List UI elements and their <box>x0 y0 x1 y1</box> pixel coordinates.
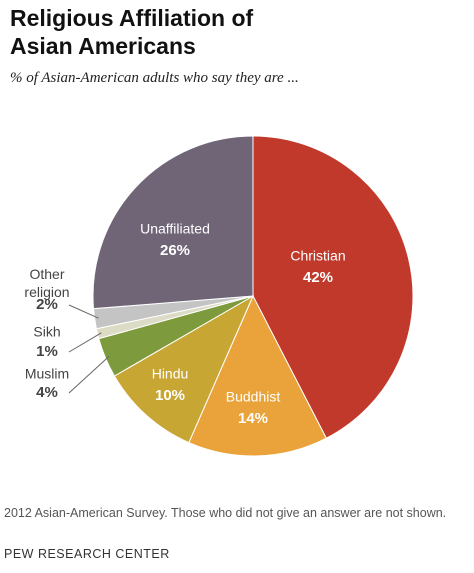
value-label: 14% <box>238 410 268 427</box>
value-label: 2% <box>36 296 58 313</box>
value-label: 4% <box>36 384 58 401</box>
note: 2012 Asian-American Survey. Those who di… <box>4 506 447 520</box>
slice-label: Other religion <box>24 266 70 300</box>
chart-title: Religious Affiliation of Asian Americans <box>10 5 254 59</box>
pie-slice <box>92 135 254 310</box>
pie-slice <box>113 294 255 444</box>
pie-slice <box>188 294 327 457</box>
chart-subtitle: % of Asian-American adults who say they … <box>10 70 299 86</box>
leader-line <box>68 304 99 319</box>
leader-line <box>68 355 110 394</box>
slice-label: Buddhist <box>226 389 281 405</box>
slice-label: Christian <box>290 248 345 264</box>
slice-label: Sikh <box>33 324 60 340</box>
pie-slice <box>252 135 414 439</box>
slice-label: Muslim <box>25 366 69 382</box>
value-label: 42% <box>303 269 333 286</box>
value-label: 1% <box>36 343 58 360</box>
value-label: 10% <box>155 387 185 404</box>
slice-label: Unaffiliated <box>140 221 210 237</box>
slice-label: Hindu <box>152 366 189 382</box>
pie-area: Christian 42% Buddhist 14% Hindu 10% Muslim 4% S… <box>24 135 414 457</box>
value-label: 26% <box>160 242 190 259</box>
slice-label-box: Other religion <box>24 266 70 300</box>
leader-line <box>68 332 102 353</box>
source: PEW RESEARCH CENTER <box>4 547 170 561</box>
